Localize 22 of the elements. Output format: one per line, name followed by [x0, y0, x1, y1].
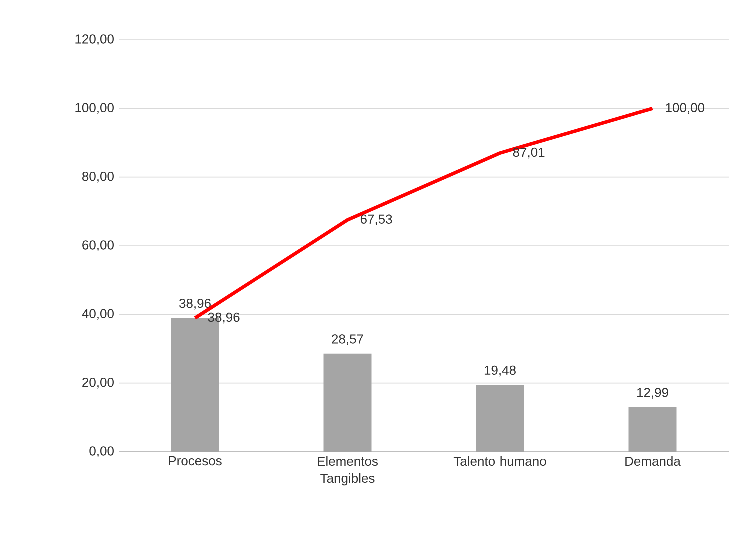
bar	[628, 407, 677, 452]
data-label: 87,01	[513, 148, 545, 159]
data-label: 28,57	[332, 334, 364, 346]
y-tick-label: 100,00	[76, 103, 114, 114]
data-label: 38,96	[208, 312, 240, 324]
x-tick-label: Elementos Tangibles	[318, 456, 378, 486]
y-tick-label: 80,00	[82, 172, 114, 183]
data-label: 12,99	[637, 388, 668, 399]
y-tick-label: 40,00	[82, 309, 114, 320]
y-tick-label: 60,00	[82, 240, 114, 252]
x-tick-label: Demanda	[626, 456, 681, 466]
y-tick-label: 20,00	[82, 378, 114, 389]
bar	[324, 354, 372, 452]
x-tick-label: Talento humano	[454, 456, 546, 466]
data-label: 38,96	[179, 298, 211, 310]
data-label: 19,48	[484, 366, 516, 377]
bar	[476, 385, 524, 452]
y-tick-label: 120,00	[76, 34, 114, 46]
data-label: 100,00	[666, 103, 705, 114]
x-tick-label: Procesos	[169, 456, 222, 466]
data-label: 67,53	[360, 214, 392, 226]
y-tick-label: 0,00	[90, 446, 114, 458]
